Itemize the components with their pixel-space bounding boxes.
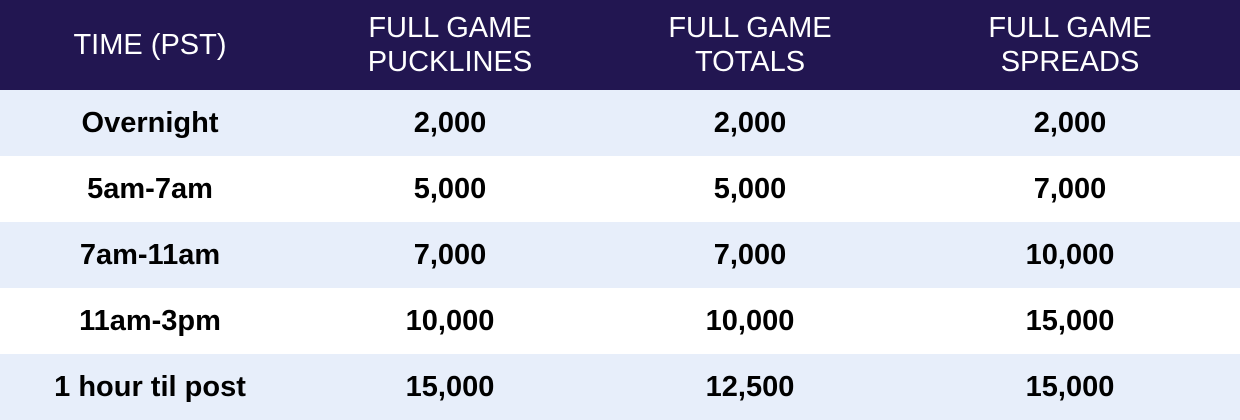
cell-time: Overnight (0, 90, 300, 156)
header-line: FULL GAME (368, 12, 532, 44)
cell-totals: 10,000 (600, 288, 900, 354)
table-row: Overnight 2,000 2,000 2,000 (0, 90, 1240, 156)
header-line: PUCKLINES (367, 46, 533, 78)
header-time: TIME (PST) (0, 0, 300, 90)
header-pucklines: FULL GAME PUCKLINES (300, 0, 600, 90)
cell-spreads: 15,000 (900, 354, 1240, 420)
cell-spreads: 2,000 (900, 90, 1240, 156)
cell-time: 5am-7am (0, 156, 300, 222)
header-spreads: FULL GAME SPREADS (900, 0, 1240, 90)
header-line: SPREADS (1000, 46, 1140, 78)
cell-pucklines: 7,000 (300, 222, 600, 288)
cell-totals: 5,000 (600, 156, 900, 222)
cell-spreads: 7,000 (900, 156, 1240, 222)
cell-pucklines: 15,000 (300, 354, 600, 420)
cell-spreads: 15,000 (900, 288, 1240, 354)
header-line: TIME (PST) (73, 29, 227, 61)
table-row: 7am-11am 7,000 7,000 10,000 (0, 222, 1240, 288)
table-row: 5am-7am 5,000 5,000 7,000 (0, 156, 1240, 222)
header-line: FULL GAME (668, 12, 832, 44)
cell-pucklines: 10,000 (300, 288, 600, 354)
cell-totals: 7,000 (600, 222, 900, 288)
header-line: TOTALS (694, 46, 806, 78)
cell-totals: 12,500 (600, 354, 900, 420)
cell-time: 7am-11am (0, 222, 300, 288)
cell-time: 11am-3pm (0, 288, 300, 354)
header-totals: FULL GAME TOTALS (600, 0, 900, 90)
table-row: 11am-3pm 10,000 10,000 15,000 (0, 288, 1240, 354)
cell-time: 1 hour til post (0, 354, 300, 420)
cell-totals: 2,000 (600, 90, 900, 156)
cell-spreads: 10,000 (900, 222, 1240, 288)
table-row: 1 hour til post 15,000 12,500 15,000 (0, 354, 1240, 420)
header-row: TIME (PST) FULL GAME PUCKLINES FULL GAME T… (0, 0, 1240, 90)
cell-pucklines: 2,000 (300, 90, 600, 156)
cell-pucklines: 5,000 (300, 156, 600, 222)
header-line: FULL GAME (988, 12, 1152, 44)
